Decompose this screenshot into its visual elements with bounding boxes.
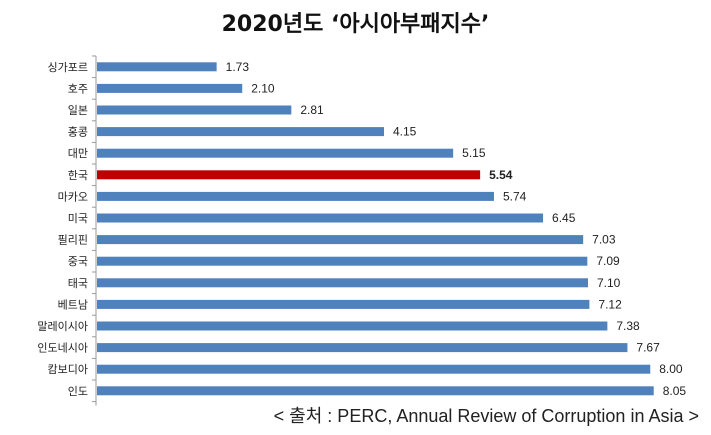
category-label: 한국 — [68, 169, 88, 182]
value-label: 2.81 — [300, 103, 324, 117]
value-label: 5.74 — [503, 189, 527, 203]
value-label: 7.67 — [636, 341, 660, 355]
bar — [97, 364, 651, 374]
category-label: 마카오 — [58, 190, 88, 203]
value-label: 7.10 — [597, 276, 621, 290]
value-label: 6.45 — [552, 211, 576, 225]
bar — [97, 256, 588, 266]
bar — [97, 386, 654, 396]
bar — [97, 235, 584, 245]
chart-source: < 출처 : PERC, Annual Review of Corruption… — [273, 406, 699, 426]
bar — [97, 213, 544, 223]
category-label: 필리핀 — [58, 234, 88, 247]
value-label: 1.73 — [226, 60, 250, 74]
chart-title: 2020년도 ‘아시아부패지수’ — [221, 12, 490, 37]
bar-highlighted — [97, 170, 481, 180]
category-label: 중국 — [68, 255, 88, 268]
bar — [97, 343, 628, 353]
value-label: 5.54 — [489, 168, 513, 182]
category-label: 태국 — [68, 277, 88, 290]
value-label: 4.15 — [393, 125, 417, 139]
value-label: 7.12 — [598, 297, 622, 311]
bar — [97, 321, 608, 331]
category-label: 캄보디아 — [48, 363, 88, 376]
value-label: 7.09 — [596, 254, 620, 268]
bar — [97, 299, 590, 309]
category-label: 싱가포르 — [48, 61, 88, 74]
value-label: 5.15 — [462, 146, 486, 160]
category-label: 호주 — [68, 82, 88, 95]
bar — [97, 191, 494, 201]
value-label: 2.10 — [251, 81, 275, 95]
bar — [97, 105, 292, 115]
category-label: 베트남 — [58, 298, 88, 311]
bar — [97, 83, 243, 93]
category-label: 대만 — [68, 147, 88, 160]
value-label: 7.38 — [616, 319, 640, 333]
value-label: 8.00 — [659, 362, 683, 376]
bar — [97, 62, 217, 72]
bar — [97, 127, 384, 137]
category-label: 일본 — [68, 103, 88, 117]
value-label: 7.03 — [592, 233, 616, 247]
category-label: 미국 — [68, 212, 88, 225]
bar — [97, 148, 454, 158]
category-label: 말레이시아 — [37, 320, 88, 333]
bar — [97, 278, 589, 288]
category-label: 인도네시아 — [37, 342, 88, 355]
category-label: 홍콩 — [68, 125, 88, 139]
value-label: 8.05 — [663, 384, 687, 398]
category-label: 인도 — [68, 385, 88, 398]
